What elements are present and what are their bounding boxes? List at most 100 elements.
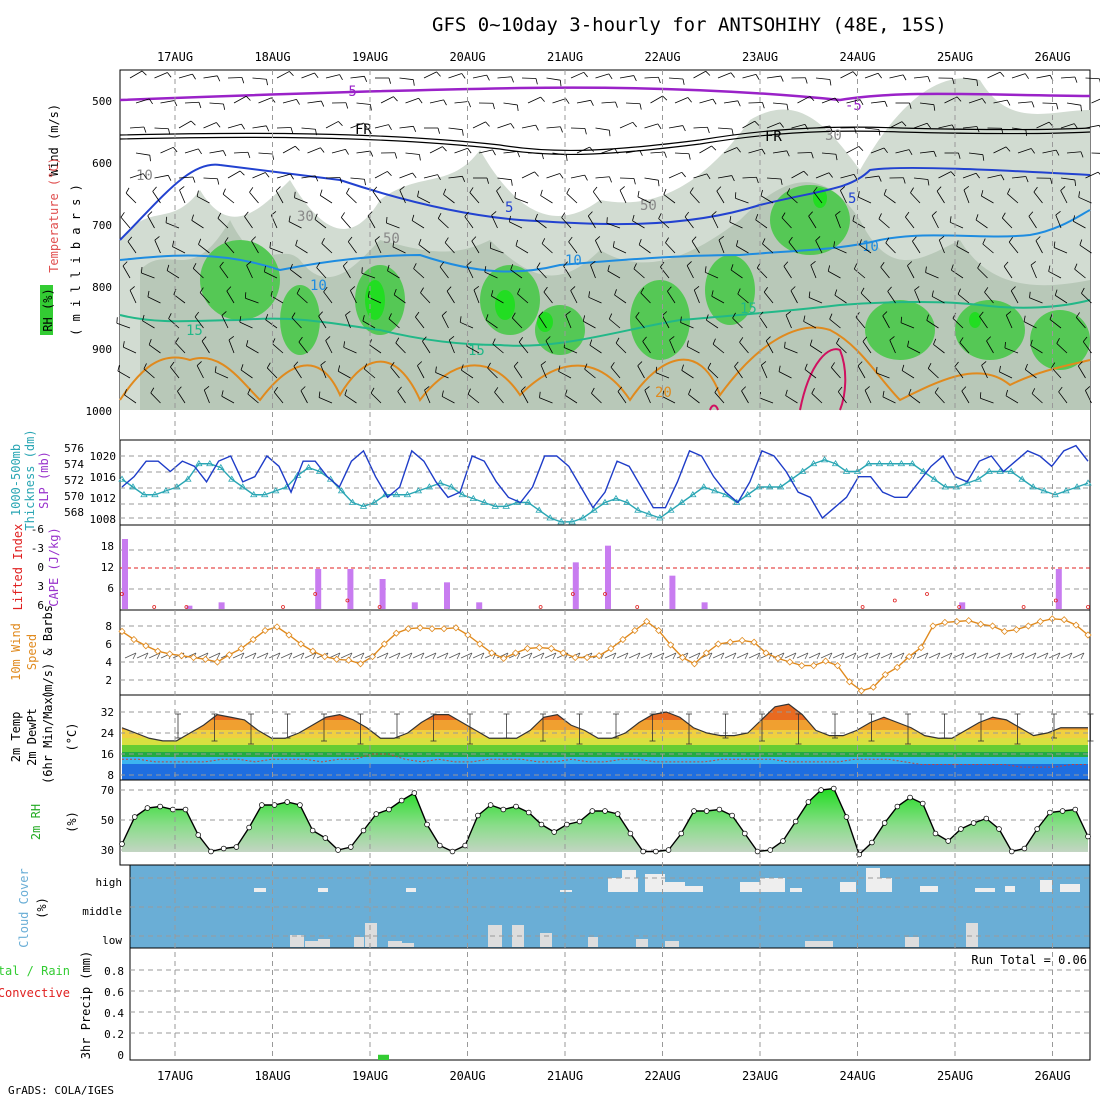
wind-barb-408 xyxy=(318,311,327,329)
wind-barb-10 xyxy=(375,77,391,84)
cloud-high-14 xyxy=(880,878,892,892)
wind-barb-84 xyxy=(227,123,245,130)
cloud-low-14 xyxy=(905,937,919,947)
label-thickness-a: 1000-500mb xyxy=(9,444,23,516)
cape-bar-15 xyxy=(1055,569,1062,609)
wind-barb-494 xyxy=(461,364,474,379)
wind10-point-25 xyxy=(416,624,424,632)
wind-barb-167 xyxy=(301,175,319,182)
wind-barb-258 xyxy=(561,212,572,229)
contour-25-small xyxy=(709,404,719,411)
thickness-point-57 xyxy=(743,490,752,498)
thickness-point-2 xyxy=(140,490,148,498)
wind-barb-532 xyxy=(424,386,431,404)
wind10-point-35 xyxy=(535,644,543,652)
wind-barb-293 xyxy=(444,237,455,254)
minmax-bar-4 xyxy=(321,713,327,742)
wind-barb-96 xyxy=(521,124,539,131)
rh2m-point-40 xyxy=(627,830,634,837)
label-total-rain: Total / Rain xyxy=(0,964,70,978)
temp2m-series xyxy=(121,703,1094,768)
cloud-high-3 xyxy=(560,890,572,892)
slp-tick-0: 1020 xyxy=(90,450,117,463)
wind-barb-161 xyxy=(154,174,172,181)
wind-barb-445 xyxy=(245,340,259,354)
wind-barb-185 xyxy=(742,176,759,184)
wind-barb-403 xyxy=(194,311,204,329)
contour-label-2: -5 xyxy=(845,98,862,114)
li-point-5 xyxy=(345,598,350,603)
wind-barb-204 xyxy=(222,188,235,204)
rh2m-point-43 xyxy=(665,847,672,853)
label-6hr-minmax: (6hr Min/Max) xyxy=(41,690,55,784)
cape-bar-2 xyxy=(186,605,193,609)
wind-barb-268 xyxy=(808,211,817,229)
date-top-2: 19AUG xyxy=(352,50,388,64)
wind10-point-73 xyxy=(989,622,997,630)
wind-barb-261 xyxy=(632,214,645,229)
wind-barb-397 xyxy=(1029,291,1043,304)
wind-barb-236 xyxy=(1007,188,1019,204)
wind-barb-317 xyxy=(1035,236,1043,254)
wind10-point-28 xyxy=(452,624,460,632)
li-point-14 xyxy=(957,605,962,609)
wind10-point-75 xyxy=(1012,626,1021,634)
precip-panel: Run Total = 0.06 xyxy=(129,947,1091,1061)
rh2m-point-44 xyxy=(678,830,685,837)
rh2m-point-16 xyxy=(322,835,329,841)
wind-barb-495 xyxy=(487,362,498,379)
wind-barb-306 xyxy=(762,238,774,254)
wind-barb-435 xyxy=(979,311,988,329)
wind10-point-66 xyxy=(905,653,913,661)
rh2m-point-52 xyxy=(780,838,786,844)
wind-barb-235 xyxy=(980,190,994,204)
wind-barb-356 xyxy=(1003,261,1013,279)
minmax-bar-11 xyxy=(576,713,583,745)
wind-barb-158 xyxy=(1066,151,1084,158)
wind10-point-69 xyxy=(941,618,949,626)
wind-barb-376 xyxy=(517,288,529,304)
wind-barb-177 xyxy=(546,173,564,179)
wind-barb-504 xyxy=(707,362,719,379)
wind-barb-11 xyxy=(399,77,415,86)
cloud-high-9 xyxy=(740,882,760,892)
wind-barb-31 xyxy=(889,74,907,81)
li-tick-2: 0 xyxy=(37,561,44,574)
wind10-point-4 xyxy=(166,650,174,658)
wind-barb-214 xyxy=(469,187,480,204)
wind-barb-505 xyxy=(734,361,743,379)
thickness-point-82 xyxy=(1018,475,1026,482)
cloud-high-5 xyxy=(622,870,636,892)
wind-barb-487 xyxy=(293,361,302,379)
minmax-bar-22 xyxy=(978,713,984,742)
wind-barb-85 xyxy=(252,125,270,132)
temp-tick-1: 24 xyxy=(101,727,115,740)
rh2m-point-12 xyxy=(271,802,278,808)
minmax-bar-21 xyxy=(941,713,948,739)
wind10-barb-72 xyxy=(988,652,1001,660)
wind-barb-439 xyxy=(1075,312,1086,329)
rh2m-point-55 xyxy=(818,787,824,793)
wind-barb-335 xyxy=(484,266,498,279)
wind-barb-7 xyxy=(301,72,319,79)
cape-bar-3 xyxy=(218,602,225,609)
cloud-low-11 xyxy=(636,939,648,947)
wind10-point-5 xyxy=(178,652,186,660)
rh2m-point-1 xyxy=(131,814,138,820)
wind-barb-547 xyxy=(785,389,798,404)
wind-barb-206 xyxy=(275,186,284,204)
wind-barb-419 xyxy=(582,315,596,329)
wind-barb-292 xyxy=(418,238,431,254)
wind-barb-557 xyxy=(1031,388,1043,404)
wind-barb-266 xyxy=(755,214,768,229)
rh2m-point-74 xyxy=(1059,808,1066,814)
thickness-point-60 xyxy=(776,483,785,490)
wind-barb-462 xyxy=(669,336,676,354)
li-point-13 xyxy=(925,592,929,596)
wind-barb-196 xyxy=(1011,176,1029,183)
li-point-16 xyxy=(1053,598,1058,603)
rh2m-point-34 xyxy=(551,829,557,835)
wind10-barb-28 xyxy=(460,652,473,660)
wind-barb-554 xyxy=(961,386,970,404)
wind-barb-314 xyxy=(956,240,970,254)
